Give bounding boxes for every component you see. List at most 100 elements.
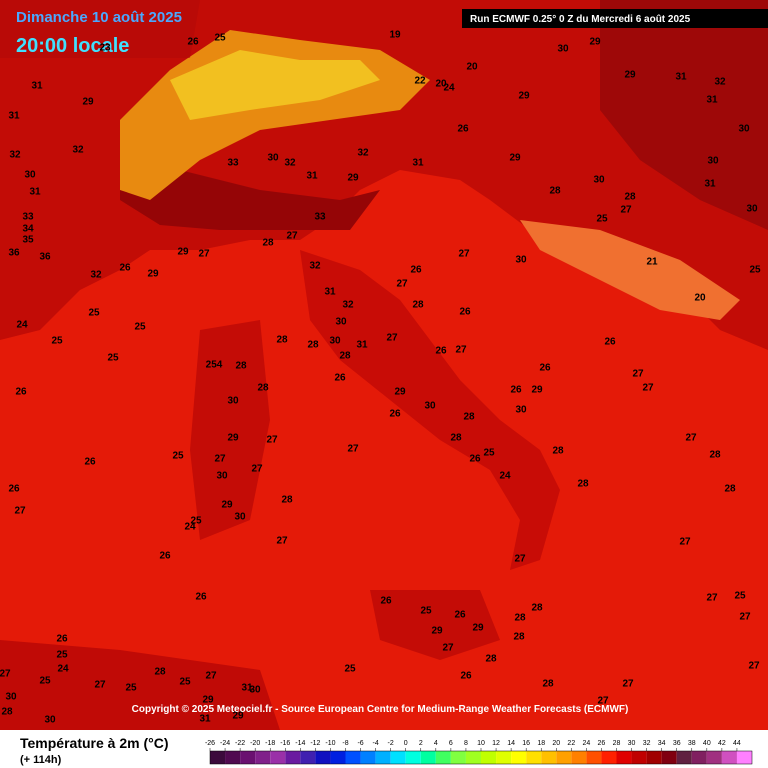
temperature-label: 28 bbox=[412, 300, 424, 311]
italy bbox=[300, 250, 560, 570]
temperature-label: 30 bbox=[515, 405, 527, 416]
temperature-label: 32 bbox=[72, 145, 84, 156]
temperature-label: 33 bbox=[227, 158, 239, 169]
color-swatch bbox=[390, 751, 406, 764]
legend-title: Température à 2m (°C) bbox=[20, 735, 169, 751]
temperature-label: 29 bbox=[232, 711, 244, 722]
temperature-label: 25 bbox=[190, 516, 202, 527]
temperature-label: 27 bbox=[685, 433, 697, 444]
temperature-label: 28 bbox=[450, 433, 462, 444]
temperature-label: 25 bbox=[107, 353, 119, 364]
legend-tick-label: 20 bbox=[552, 740, 560, 747]
color-swatch bbox=[556, 751, 572, 764]
temperature-label: 30 bbox=[216, 471, 228, 482]
temperature-label: 32 bbox=[90, 270, 102, 281]
temperature-label: 31 bbox=[706, 95, 718, 106]
temperature-label: 19 bbox=[389, 30, 401, 41]
legend-tick-label: -16 bbox=[280, 740, 290, 747]
temperature-label: 26 bbox=[119, 263, 131, 274]
legend-tick-label: -2 bbox=[388, 740, 394, 747]
temperature-label: 24 bbox=[443, 83, 455, 94]
color-swatch bbox=[616, 751, 632, 764]
temperature-label: 28 bbox=[281, 495, 293, 506]
temperature-label: 30 bbox=[557, 44, 569, 55]
temperature-label: 26 bbox=[159, 551, 171, 562]
legend-tick-label: 40 bbox=[703, 740, 711, 747]
temperature-label: 30 bbox=[267, 153, 279, 164]
temperature-label: 29 bbox=[202, 695, 214, 706]
temperature-label: 29 bbox=[82, 97, 94, 108]
temperature-label: 24 bbox=[184, 522, 196, 533]
color-swatch bbox=[721, 751, 737, 764]
temperature-label: 29 bbox=[472, 623, 484, 634]
legend-tick-label: 42 bbox=[718, 740, 726, 747]
colorbar-border bbox=[209, 750, 753, 765]
temperature-label: 32 bbox=[284, 158, 296, 169]
temperature-label: 26 bbox=[539, 363, 551, 374]
legend-tick-label: 26 bbox=[598, 740, 606, 747]
legend-tick-label: 12 bbox=[492, 740, 500, 747]
legend-tick-label: 36 bbox=[673, 740, 681, 747]
color-swatch bbox=[631, 751, 647, 764]
time-label: 20:00 locale bbox=[16, 35, 129, 57]
temperature-label: 26 bbox=[459, 307, 471, 318]
color-swatch bbox=[315, 751, 331, 764]
color-swatch bbox=[465, 751, 481, 764]
corsica-sardinia bbox=[190, 320, 270, 540]
temperature-label: 26 bbox=[195, 592, 207, 603]
temperature-label: 26 bbox=[380, 596, 392, 607]
temperature-label: 29 bbox=[589, 37, 601, 48]
temperature-label: 27 bbox=[386, 333, 398, 344]
temperature-label: 30 bbox=[24, 170, 36, 181]
temperature-label: 31 bbox=[306, 171, 318, 182]
legend-tick-label: 10 bbox=[477, 740, 485, 747]
temperature-label: 28 bbox=[339, 351, 351, 362]
legend-tick-label: -22 bbox=[235, 740, 245, 747]
temperature-label: 27 bbox=[286, 231, 298, 242]
africa-coast bbox=[0, 640, 280, 730]
sicily bbox=[370, 590, 500, 660]
legend-tick-label: -14 bbox=[295, 740, 305, 747]
temperature-label: 30 bbox=[738, 124, 750, 135]
temperature-label: 25 bbox=[88, 308, 100, 319]
temperature-label: 25 bbox=[39, 676, 51, 687]
legend-tick-label: 0 bbox=[404, 740, 408, 747]
temperature-label: 31 bbox=[675, 72, 687, 83]
temperature-label: 26 bbox=[435, 346, 447, 357]
temperature-label: 25 bbox=[172, 451, 184, 462]
temperature-label: 27 bbox=[205, 671, 217, 682]
temperature-label: 29 bbox=[394, 387, 406, 398]
temperature-label: 27 bbox=[214, 454, 226, 465]
color-swatch bbox=[496, 751, 512, 764]
temperature-label: 25 bbox=[214, 33, 226, 44]
temperature-label: 31 bbox=[29, 187, 41, 198]
legend-tick-label: 38 bbox=[688, 740, 696, 747]
color-swatch bbox=[571, 751, 587, 764]
temperature-label: 27 bbox=[632, 369, 644, 380]
temperature-label: 36 bbox=[8, 248, 20, 259]
temperature-label: 31 bbox=[324, 287, 336, 298]
temperature-label: 27 bbox=[748, 661, 760, 672]
temperature-label: 30 bbox=[227, 396, 239, 407]
legend-tick-label: -26 bbox=[205, 740, 215, 747]
color-swatch bbox=[435, 751, 451, 764]
temperature-label: 28 bbox=[257, 383, 269, 394]
legend-tick-label: -20 bbox=[250, 740, 260, 747]
legend-tick-label: -8 bbox=[342, 740, 348, 747]
temperature-label: 27 bbox=[276, 536, 288, 547]
temperature-label: 27 bbox=[458, 249, 470, 260]
temperature-label: 29 bbox=[177, 247, 189, 258]
color-swatch bbox=[676, 751, 692, 764]
temperature-label: 28 bbox=[235, 361, 247, 372]
temperature-label: 24 bbox=[499, 471, 511, 482]
color-swatch bbox=[375, 751, 391, 764]
temperature-label: 24 bbox=[16, 320, 28, 331]
temperature-label: 254 bbox=[206, 360, 223, 371]
temperature-label: 21 bbox=[646, 257, 658, 268]
temperature-label: 28 bbox=[724, 484, 736, 495]
temperature-label: 28 bbox=[542, 679, 554, 690]
temperature-label: 26 bbox=[8, 484, 20, 495]
color-swatch bbox=[691, 751, 707, 764]
temperature-label: 27 bbox=[94, 680, 106, 691]
